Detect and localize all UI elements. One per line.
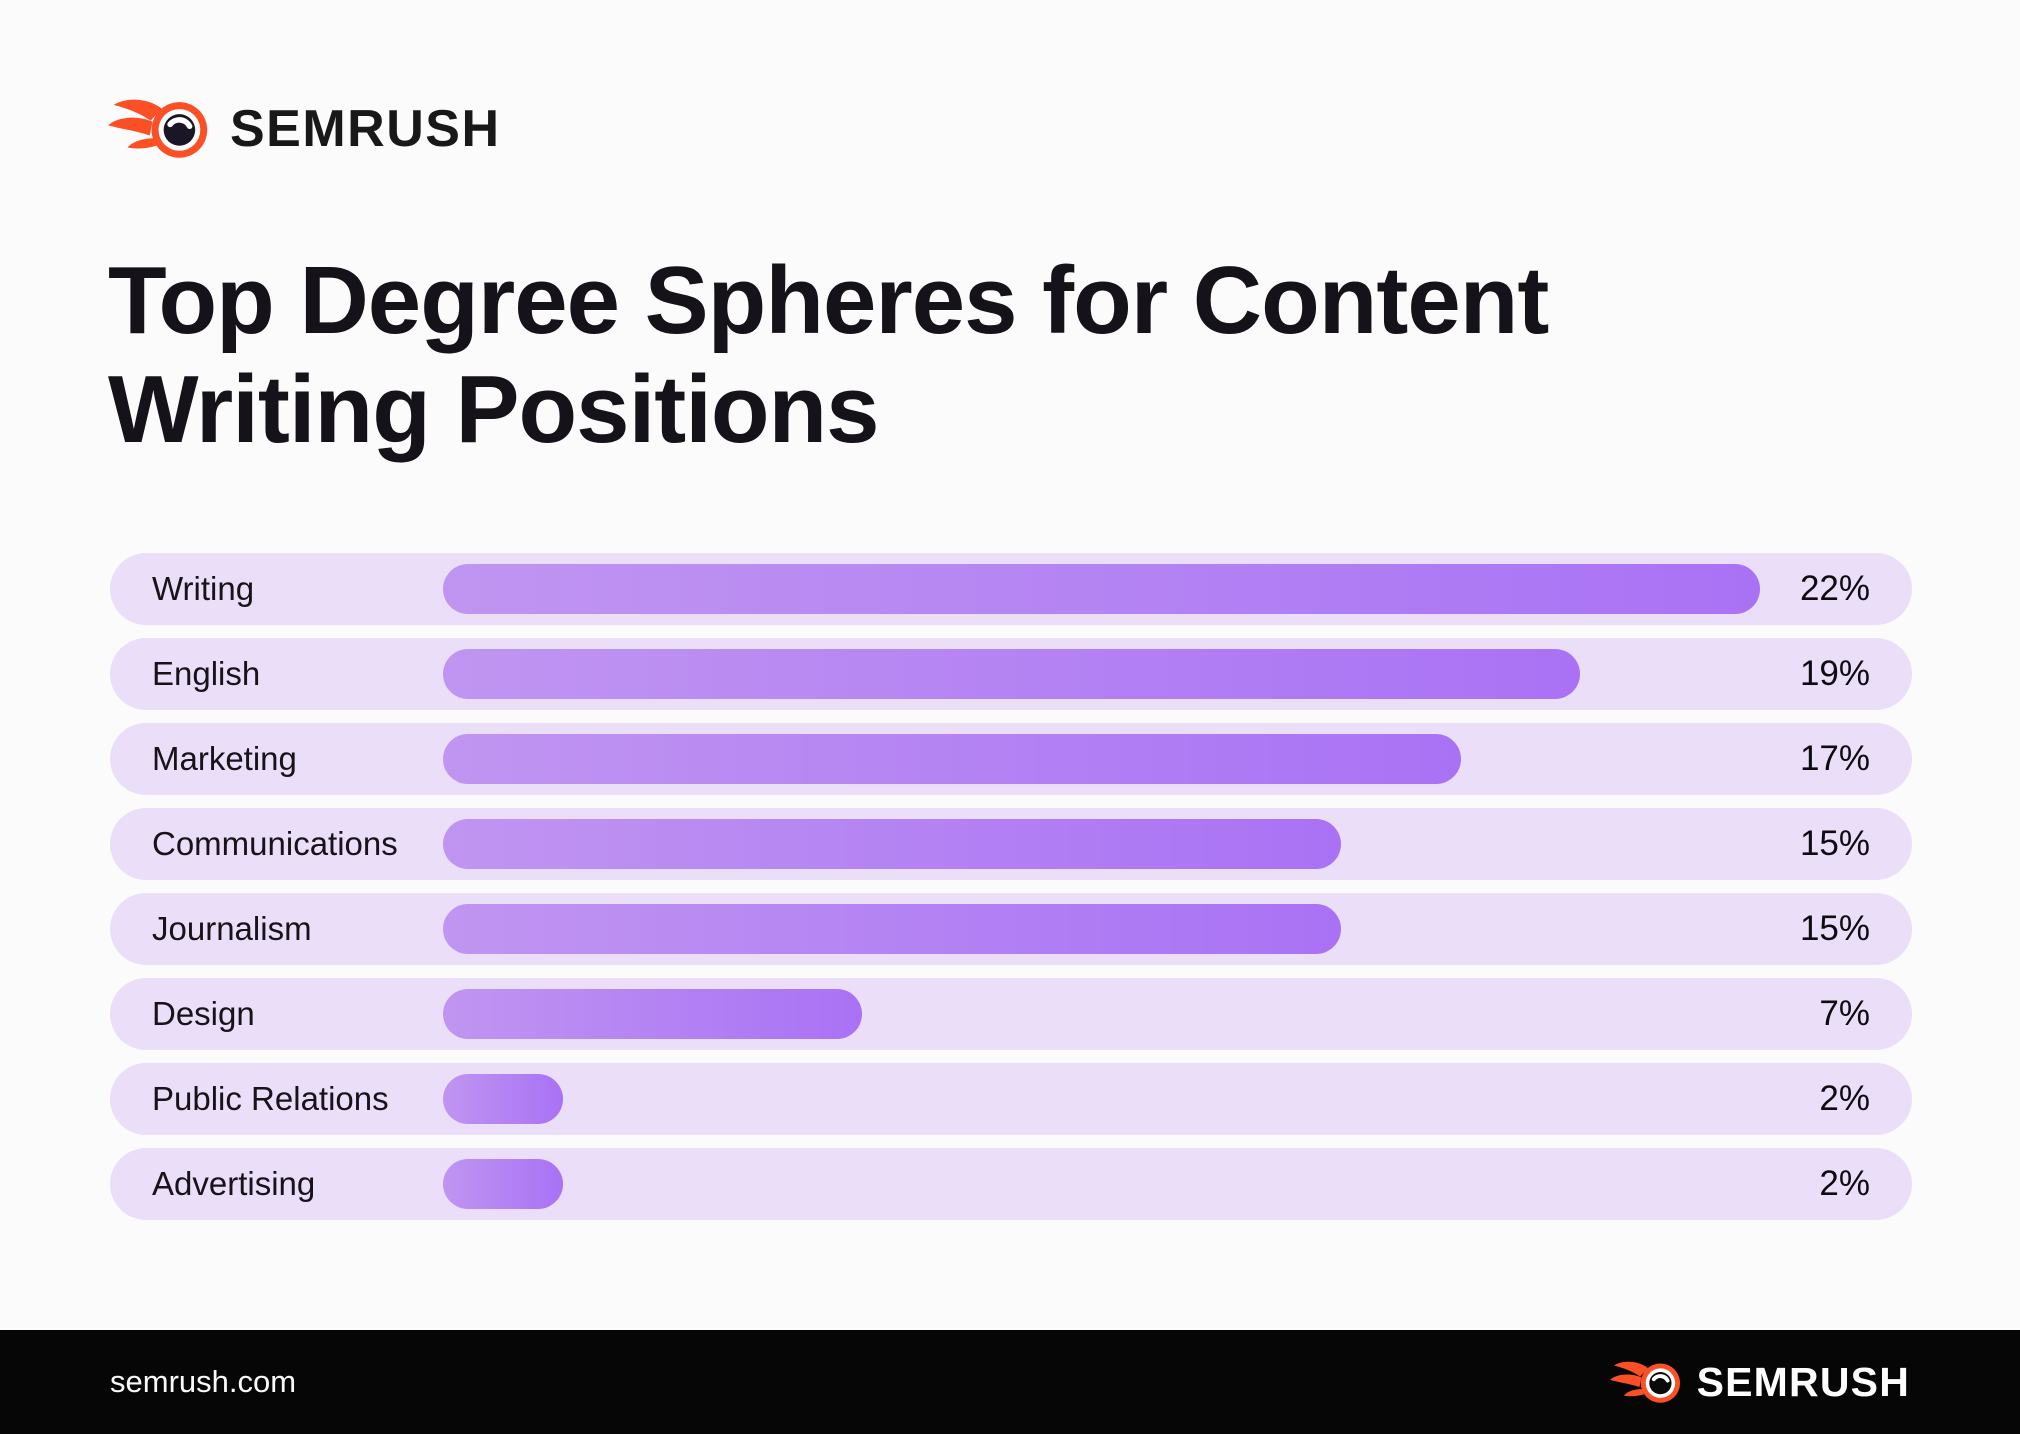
chart-row: Journalism 15% — [110, 893, 1912, 965]
row-bar — [443, 734, 1461, 784]
footer-semrush-logo: SEMRUSH — [1609, 1358, 1910, 1406]
row-value: 2% — [1819, 1164, 1870, 1203]
row-bar — [443, 649, 1580, 699]
row-label: Journalism — [152, 910, 312, 947]
page-title: Top Degree Spheres for Content Writing P… — [108, 246, 1549, 464]
chart-row: English 19% — [110, 638, 1912, 710]
row-bar — [443, 1159, 563, 1209]
row-bar — [443, 819, 1341, 869]
row-bar — [443, 564, 1760, 614]
row-label: Public Relations — [152, 1080, 389, 1117]
chart-row: Advertising 2% — [110, 1148, 1912, 1220]
footer-url: semrush.com — [110, 1364, 297, 1399]
row-value: 2% — [1819, 1079, 1870, 1118]
row-value: 15% — [1799, 909, 1870, 948]
semrush-flame-icon — [108, 99, 208, 158]
row-value: 17% — [1799, 739, 1870, 778]
row-value: 19% — [1799, 654, 1870, 693]
row-bar — [443, 989, 862, 1039]
row-bar — [443, 904, 1341, 954]
row-label: Design — [152, 995, 255, 1032]
chart-row: Public Relations 2% — [110, 1063, 1912, 1135]
row-value: 7% — [1819, 994, 1870, 1033]
bar-chart: Writing 22% English 19% Marketing 17% Co… — [110, 553, 1912, 1233]
row-value: 22% — [1799, 569, 1870, 608]
footer-bar: semrush.com SEMRUSH — [0, 1330, 2020, 1434]
chart-row: Communications 15% — [110, 808, 1912, 880]
chart-row: Design 7% — [110, 978, 1912, 1050]
page-title-line1: Top Degree Spheres for Content — [108, 247, 1549, 354]
chart-row: Writing 22% — [110, 553, 1912, 625]
semrush-logo: SEMRUSH — [108, 96, 501, 162]
brand-wordmark: SEMRUSH — [230, 100, 501, 158]
row-value: 15% — [1799, 824, 1870, 863]
footer-brand-wordmark: SEMRUSH — [1696, 1358, 1910, 1405]
page-title-line2: Writing Positions — [108, 356, 880, 463]
row-label: Marketing — [152, 740, 297, 777]
row-label: Advertising — [152, 1165, 316, 1202]
row-label: Writing — [152, 570, 255, 607]
row-bar — [443, 1074, 563, 1124]
chart-row: Marketing 17% — [110, 723, 1912, 795]
row-label: English — [152, 655, 261, 692]
footer-flame-icon — [1609, 1361, 1680, 1403]
row-label: Communications — [152, 825, 398, 862]
